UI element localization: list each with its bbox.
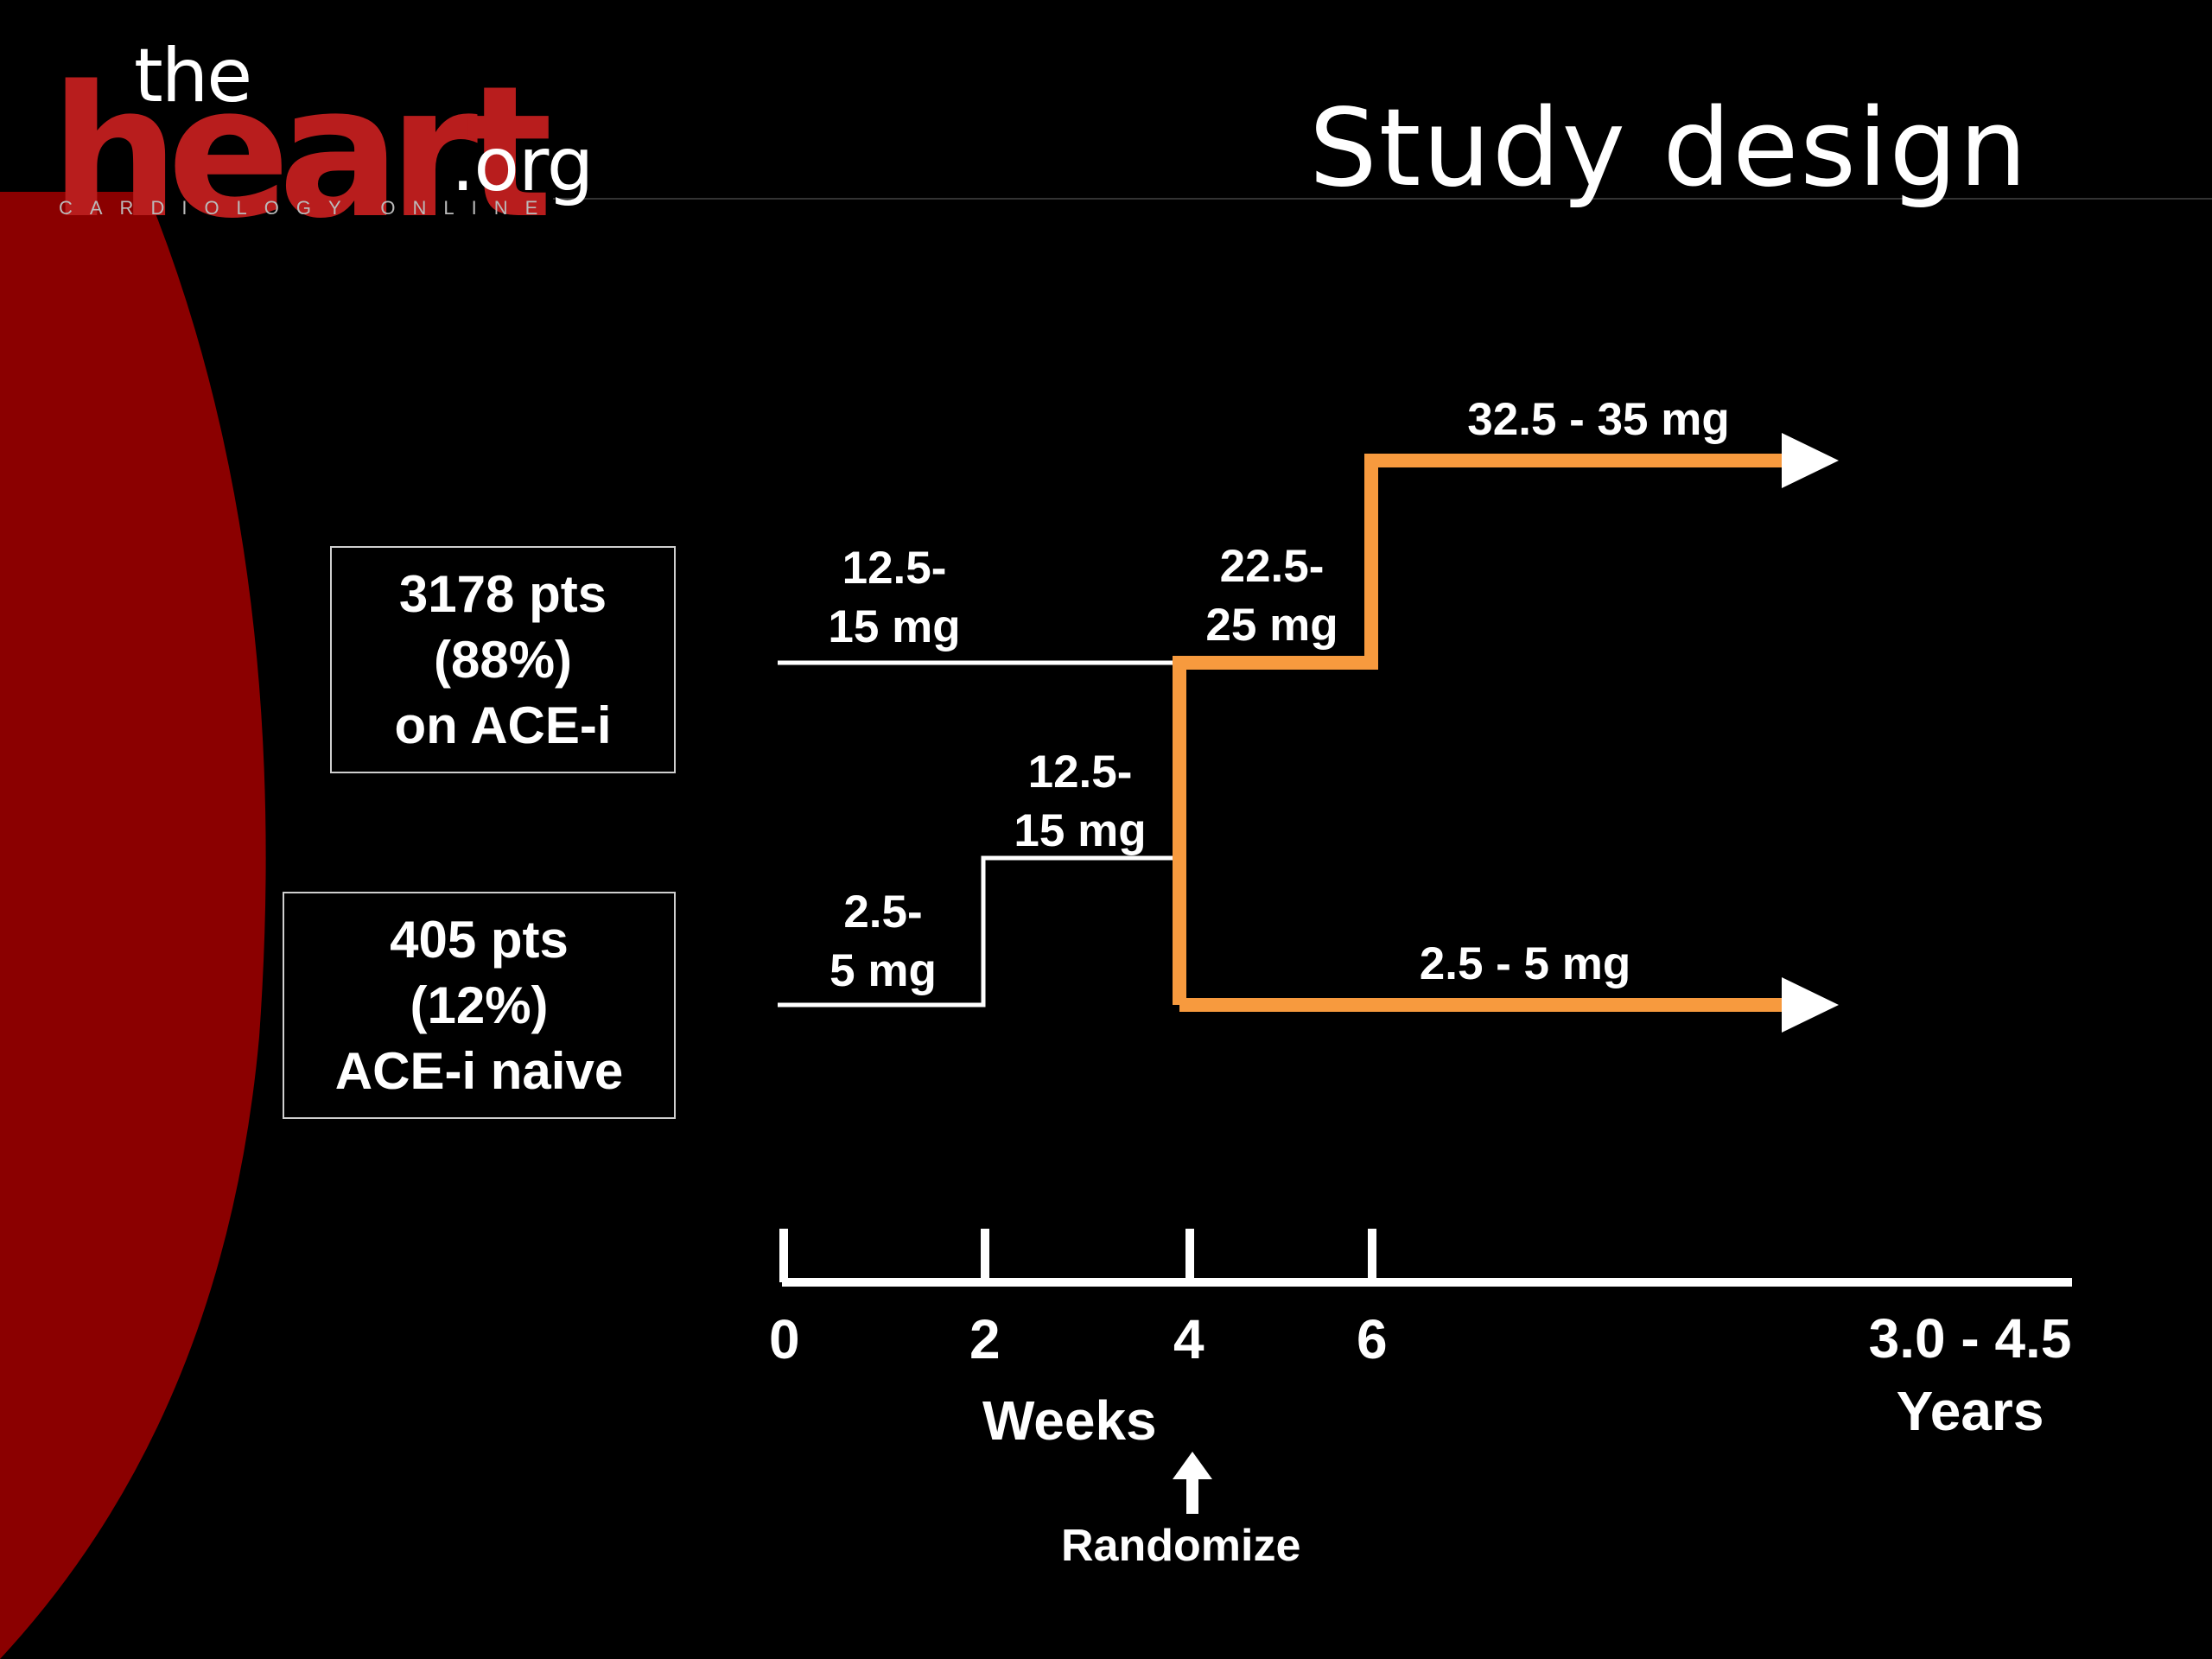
red-arc-decoration bbox=[0, 192, 266, 1659]
timeline-label-end: 3.0 - 4.5 Years bbox=[1868, 1307, 2072, 1442]
timeline-label-2: 2 bbox=[969, 1308, 1001, 1370]
randomize-arrow-icon bbox=[1173, 1452, 1212, 1514]
naive-group-box: 405 pts (12%) ACE-i naive bbox=[283, 892, 676, 1119]
ace-run-in-dose-label: 12.5- 15 mg bbox=[828, 543, 961, 652]
logo-org-wordmark: .org bbox=[451, 122, 594, 208]
ace-group-box: 3178 pts (88%) on ACE-i bbox=[330, 546, 676, 773]
timeline-label-0: 0 bbox=[769, 1308, 800, 1370]
high-dose-label: 32.5 - 35 mg bbox=[1467, 394, 1730, 445]
ace-group-count: 3178 pts bbox=[398, 564, 607, 623]
slide-title: Study design bbox=[1309, 86, 2029, 211]
ace-step-dose-label: 22.5- 25 mg bbox=[1205, 541, 1338, 651]
ace-group-percent: (88%) bbox=[433, 630, 573, 689]
low-dose-label: 2.5 - 5 mg bbox=[1419, 938, 1631, 989]
timeline-label-4: 4 bbox=[1173, 1308, 1205, 1370]
logo-the-wordmark: the bbox=[134, 33, 252, 119]
logo-heart-wordmark: heart bbox=[50, 47, 553, 258]
randomize-label: Randomize bbox=[1061, 1521, 1301, 1571]
naive-step-dose-label: 12.5- 15 mg bbox=[1014, 747, 1147, 856]
naive-group-label: ACE-i naive bbox=[334, 1041, 624, 1100]
timeline-label-6: 6 bbox=[1357, 1308, 1388, 1370]
high-dose-arm-line bbox=[1173, 454, 1806, 1005]
naive-group-percent: (12%) bbox=[410, 976, 549, 1034]
logo-tagline: CARDIOLOGY ONLINE bbox=[59, 197, 556, 219]
timeline-unit-label: Weeks bbox=[982, 1389, 1157, 1452]
ace-group-label: on ACE-i bbox=[394, 696, 612, 754]
high-dose-arrow-head bbox=[1782, 433, 1839, 488]
low-dose-arrow-head bbox=[1782, 977, 1839, 1033]
naive-group-count: 405 pts bbox=[390, 910, 569, 969]
naive-start-dose-label: 2.5- 5 mg bbox=[830, 887, 937, 996]
naive-run-in-line bbox=[778, 855, 1179, 1007]
